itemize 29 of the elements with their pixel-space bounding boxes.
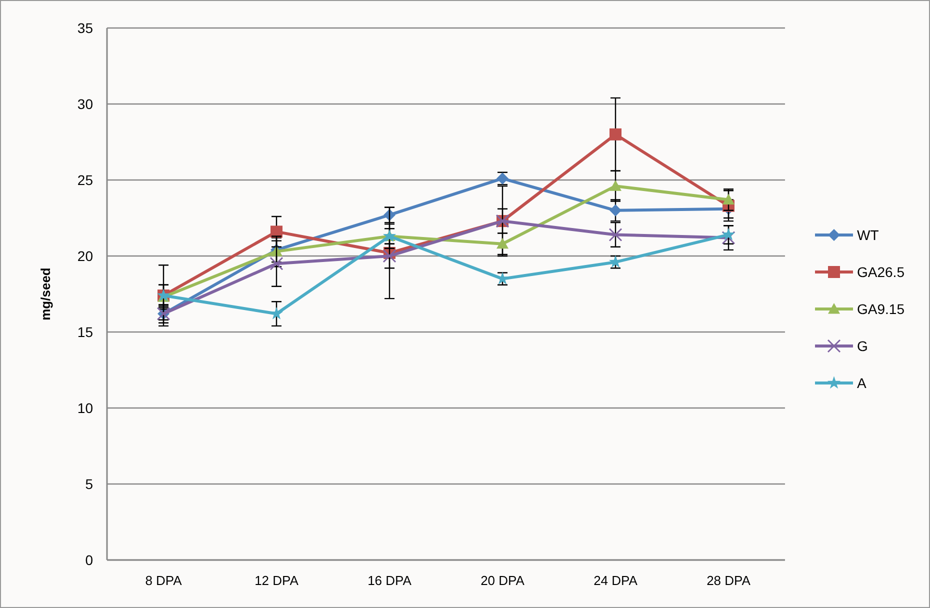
y-tick-label: 15 bbox=[77, 324, 94, 340]
point bbox=[608, 228, 622, 242]
point bbox=[722, 194, 734, 205]
point bbox=[610, 204, 622, 216]
y-tick-label: 10 bbox=[77, 400, 94, 416]
x-tick-label: 28 DPA bbox=[706, 573, 751, 588]
x-tick-label: 20 DPA bbox=[480, 573, 525, 588]
legend-label: GA26.5 bbox=[857, 264, 905, 280]
x-tick-label: 24 DPA bbox=[594, 573, 638, 588]
point bbox=[496, 238, 508, 249]
legend-label: G bbox=[857, 338, 868, 354]
y-tick-label: 20 bbox=[77, 248, 94, 264]
x-tick-label: 8 DPA bbox=[145, 573, 182, 588]
x-tick-label: 16 DPA bbox=[368, 573, 412, 588]
legend-label: GA9.15 bbox=[857, 300, 905, 317]
point bbox=[382, 249, 396, 263]
y-tick-label: 30 bbox=[77, 96, 94, 112]
y-tick-label: 5 bbox=[85, 476, 94, 492]
legend-label: WT bbox=[857, 226, 880, 243]
point bbox=[610, 180, 622, 191]
point bbox=[722, 228, 736, 240]
legend-label: A bbox=[857, 374, 867, 391]
y-tick-label: 0 bbox=[85, 552, 94, 568]
x-tick-label: 12 DPA bbox=[254, 573, 299, 588]
point bbox=[610, 128, 622, 140]
y-tick-label: 25 bbox=[77, 172, 94, 188]
y-axis-title: mg/seed bbox=[38, 268, 53, 320]
y-tick-label: 35 bbox=[77, 20, 94, 36]
point bbox=[270, 256, 284, 270]
